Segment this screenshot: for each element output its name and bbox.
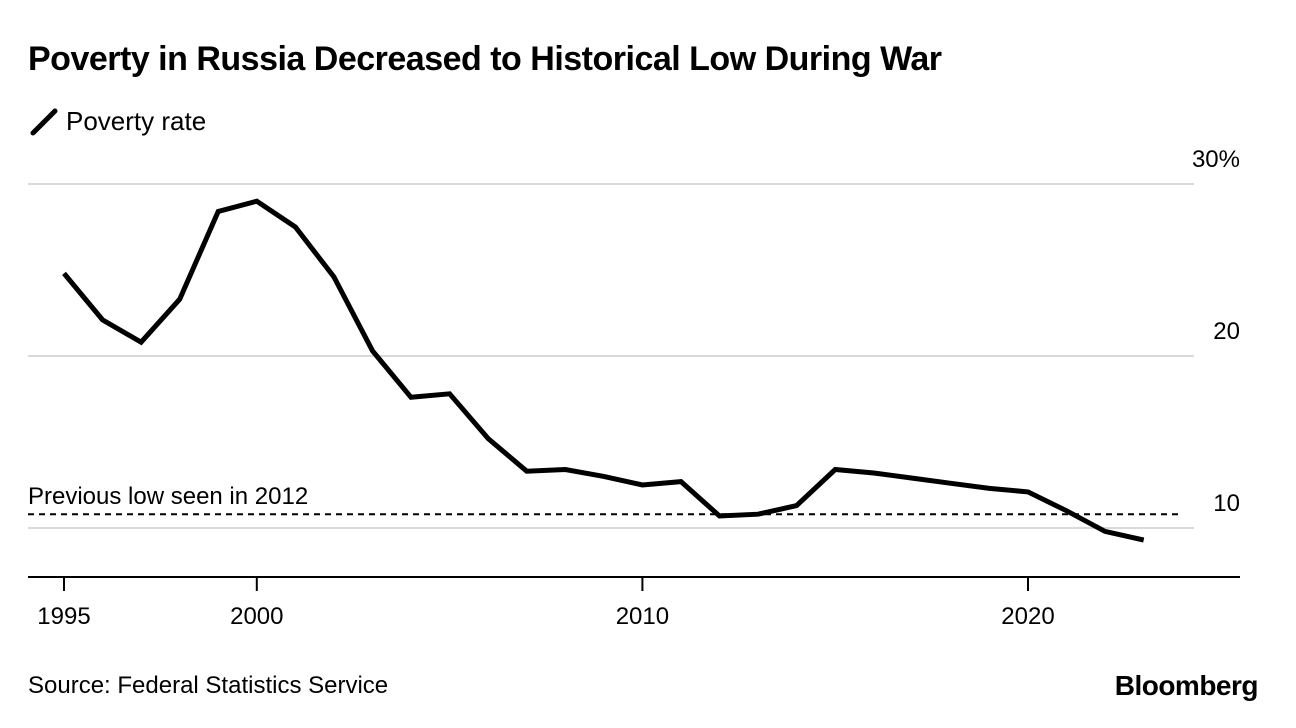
x-tick-label-2010: 2010 <box>616 603 669 630</box>
series-line-poverty-rate <box>62 198 1145 543</box>
chart-title: Poverty in Russia Decreased to Historica… <box>28 40 942 78</box>
data-point-1998 <box>177 297 182 302</box>
data-point-2023 <box>1141 538 1146 543</box>
data-point-2000 <box>254 199 259 204</box>
data-point-2015 <box>833 467 838 472</box>
legend-line-icon <box>30 108 58 135</box>
data-point-2006 <box>486 436 491 441</box>
data-point-1996 <box>100 317 105 322</box>
legend-label: Poverty rate <box>66 106 207 136</box>
data-point-2004 <box>409 395 414 400</box>
y-tick-label-10: 10 <box>1213 490 1240 517</box>
data-point-2019 <box>987 486 992 491</box>
reference-line-group: Previous low seen in 2012 <box>28 483 1180 516</box>
data-point-2018 <box>948 481 953 486</box>
x-tick-label-2020: 2020 <box>1001 603 1054 630</box>
data-point-2016 <box>871 470 876 475</box>
y-tick-label-30: 30% <box>1192 146 1240 173</box>
data-point-2011 <box>678 479 683 484</box>
data-point-2005 <box>447 391 452 396</box>
data-point-1997 <box>139 340 144 345</box>
data-point-2013 <box>756 512 761 517</box>
x-tick-label-2000: 2000 <box>230 603 283 630</box>
data-point-2012 <box>717 513 722 518</box>
x-axis: 1995 2000 2010 2020 <box>28 576 1240 630</box>
data-point-2008 <box>563 467 568 472</box>
data-point-2020 <box>1026 489 1031 494</box>
data-point-2002 <box>331 274 336 279</box>
x-tick-label-1995: 1995 <box>37 603 90 630</box>
data-point-2022 <box>1103 529 1108 534</box>
y-tick-label-20: 20 <box>1213 318 1240 345</box>
gridlines <box>28 183 1194 529</box>
data-point-1999 <box>216 209 221 214</box>
source-note: Source: Federal Statistics Service <box>28 672 389 699</box>
data-point-2017 <box>910 476 915 481</box>
bloomberg-logo: Bloomberg <box>1114 670 1259 701</box>
series-group <box>62 198 1146 543</box>
data-point-1995 <box>62 271 67 276</box>
y-axis-labels: 30% 20 10 <box>1192 146 1240 517</box>
data-point-2010 <box>640 483 645 488</box>
reference-line-label: Previous low seen in 2012 <box>28 483 308 510</box>
data-point-2009 <box>601 474 606 479</box>
data-point-2001 <box>293 225 298 230</box>
data-point-2021 <box>1064 508 1069 513</box>
data-point-2003 <box>370 348 375 353</box>
data-point-2014 <box>794 503 799 508</box>
legend: Poverty rate <box>30 106 206 137</box>
data-point-2007 <box>524 469 529 474</box>
